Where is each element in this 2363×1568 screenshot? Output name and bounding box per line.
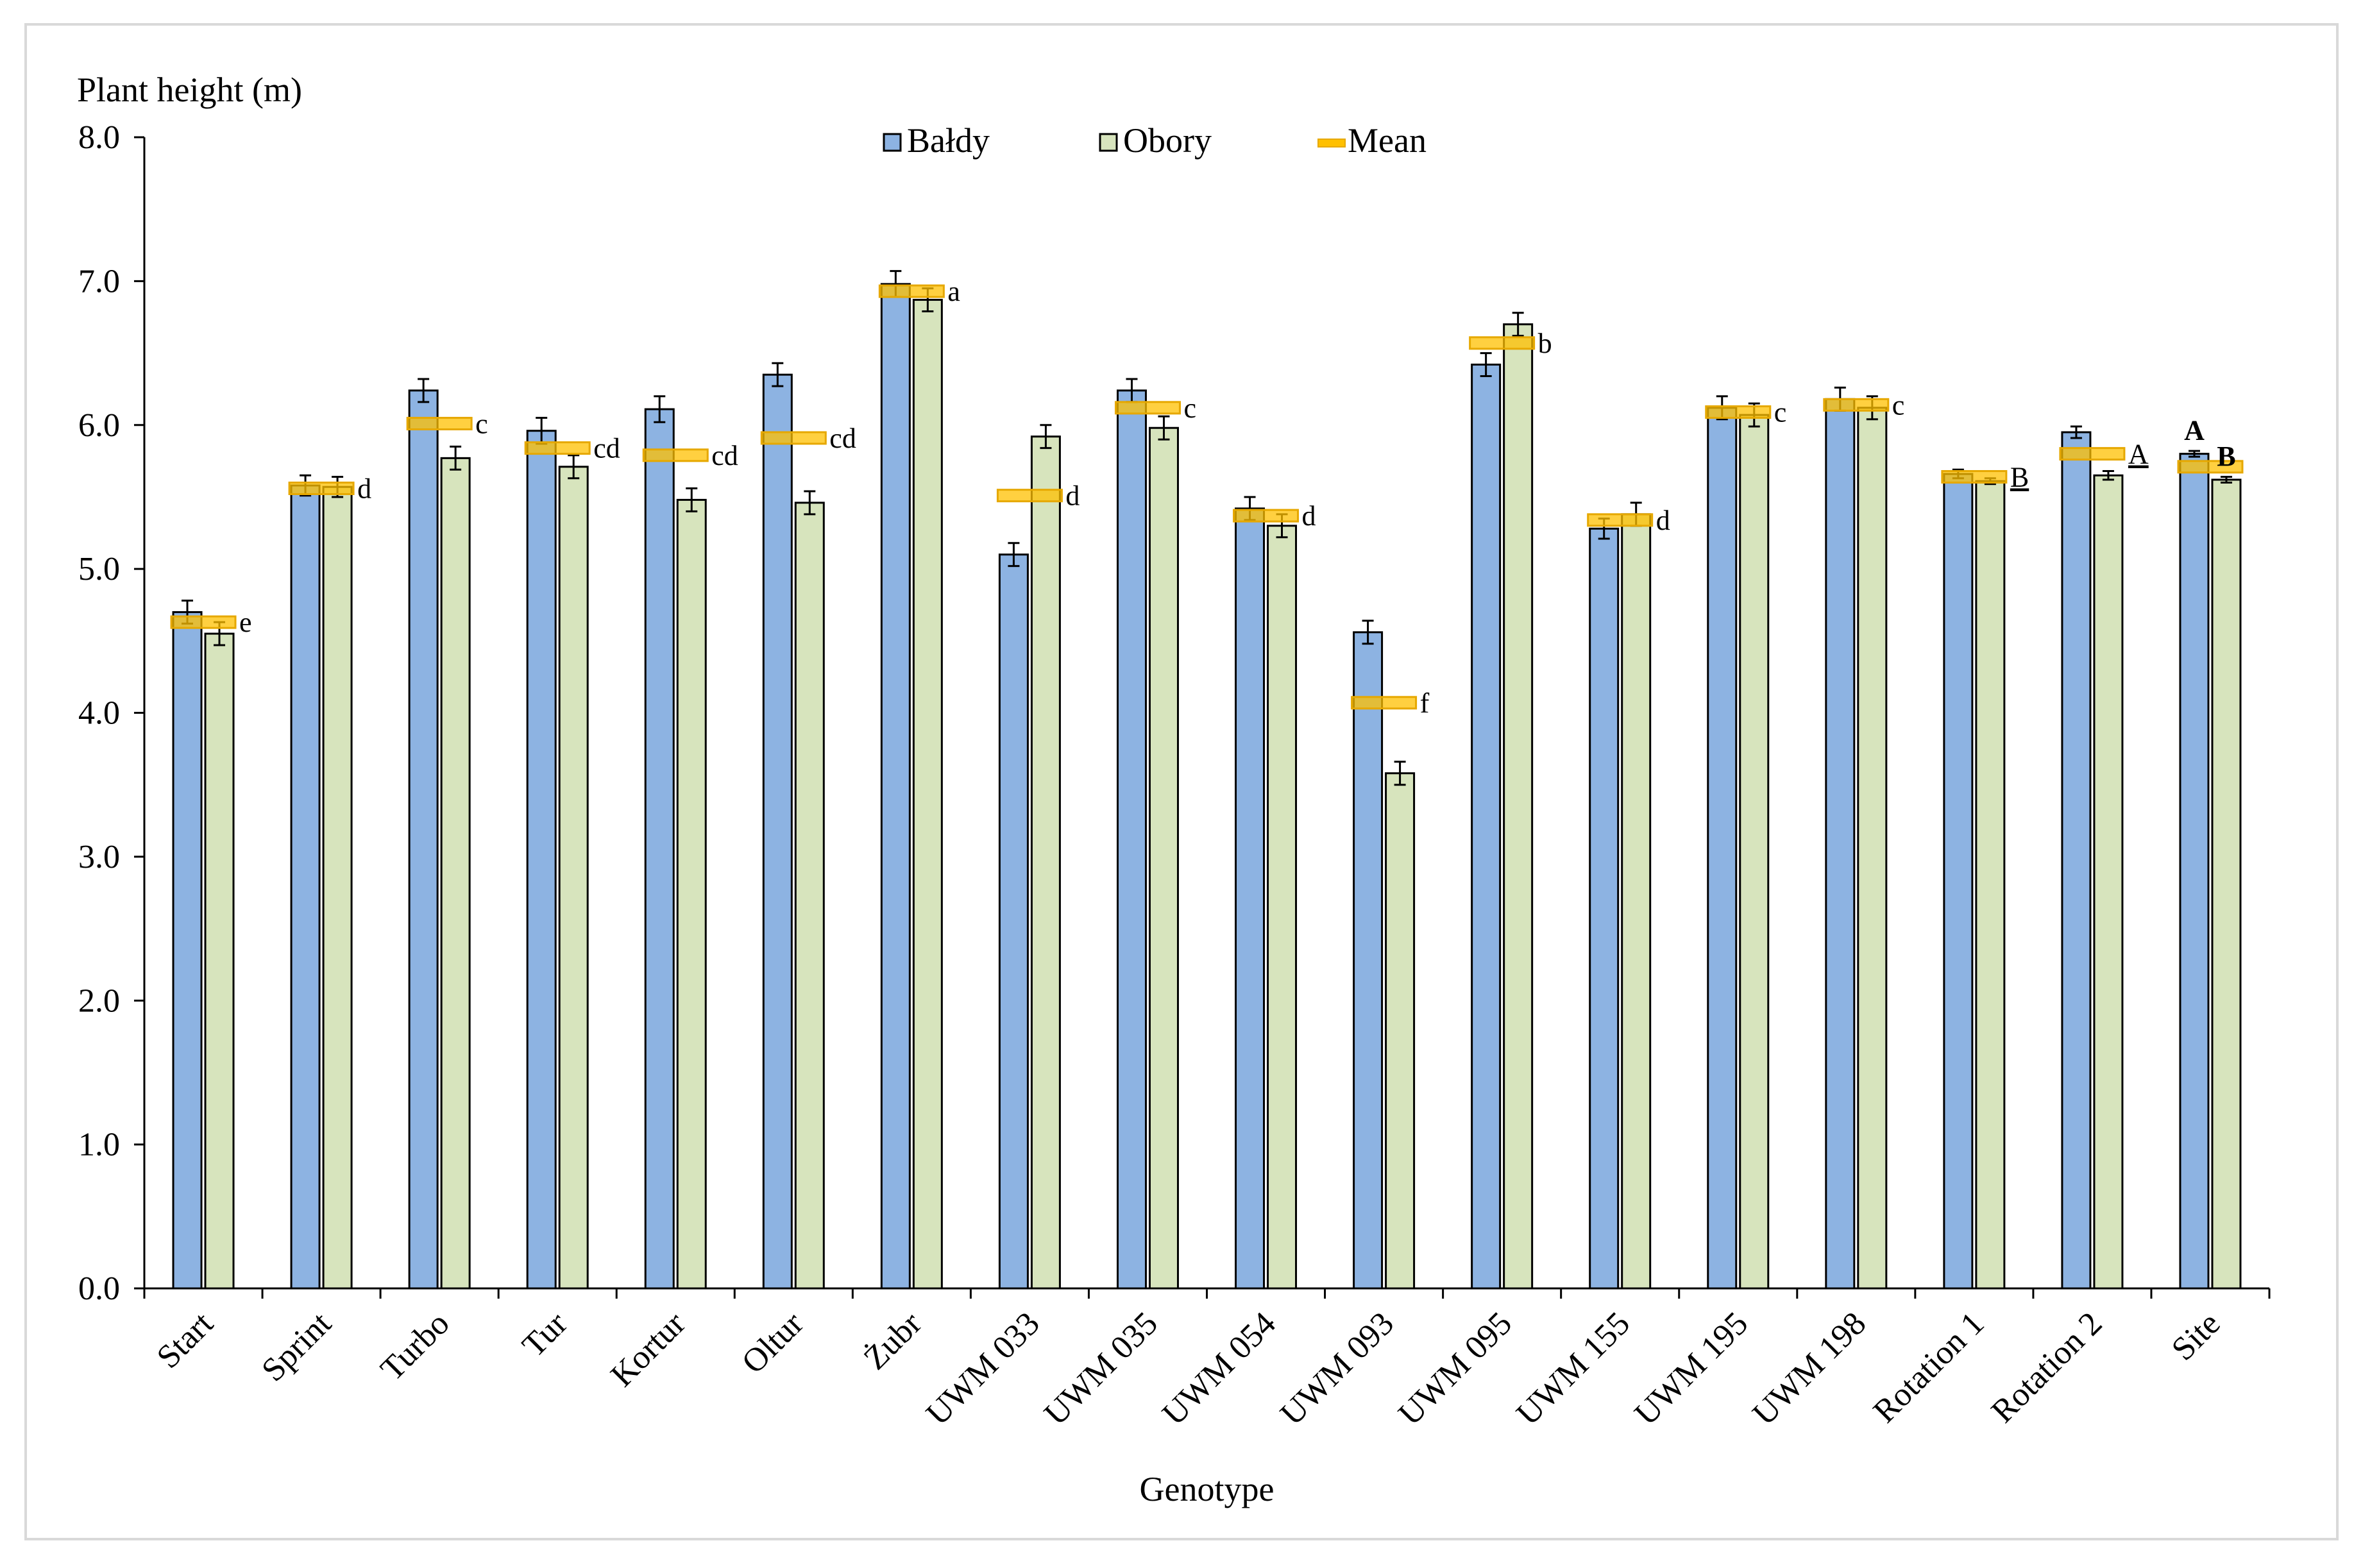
bar-baldy — [290, 484, 321, 1290]
site-letter: B — [2217, 441, 2235, 472]
bar-obory — [2093, 474, 2124, 1290]
bar-baldy — [172, 611, 203, 1290]
mean-marker — [642, 448, 709, 462]
site-letter: A — [2184, 415, 2205, 446]
significance-letter: cd — [711, 440, 738, 471]
mean-marker — [1587, 513, 1654, 527]
bar-obory — [1503, 323, 1534, 1290]
bar-obory — [1148, 426, 1179, 1290]
y-axis-title: Plant height (m) — [77, 71, 302, 109]
legend-swatch — [1317, 139, 1346, 148]
bar-baldy — [1589, 527, 1620, 1290]
mean-marker — [878, 284, 945, 298]
significance-letter: f — [1420, 687, 1430, 719]
significance-letter: d — [1302, 500, 1316, 532]
y-tick-label: 3.0 — [78, 839, 120, 875]
y-tick-label: 1.0 — [78, 1127, 120, 1163]
legend-swatch — [883, 133, 902, 152]
legend-label: Bałdy — [907, 121, 990, 160]
mean-marker — [406, 417, 473, 431]
x-axis-title: Genotype — [1140, 1470, 1275, 1508]
mean-marker — [170, 615, 237, 629]
bar-baldy — [2061, 431, 2092, 1290]
mean-marker — [2177, 460, 2244, 474]
y-tick-label: 0.0 — [78, 1270, 120, 1307]
bar-obory — [1739, 414, 1770, 1290]
bar-obory — [1975, 480, 2006, 1290]
mean-marker — [760, 431, 827, 445]
legend-swatch — [1099, 133, 1118, 152]
mean-marker — [2059, 447, 2126, 461]
bar-obory — [2211, 478, 2242, 1290]
bar-baldy — [526, 430, 557, 1290]
significance-letter: d — [357, 473, 371, 504]
mean-marker — [1114, 401, 1181, 415]
bar-baldy — [1943, 473, 1974, 1290]
bar-baldy — [2179, 453, 2210, 1290]
bar-baldy — [1825, 398, 1856, 1290]
significance-letter: d — [1065, 480, 1080, 512]
mean-marker — [524, 441, 591, 455]
bar-obory — [912, 299, 943, 1290]
bar-obory — [794, 502, 825, 1290]
significance-letter: A — [2128, 439, 2149, 470]
mean-marker — [996, 489, 1063, 503]
bar-baldy — [998, 553, 1029, 1290]
significance-letter: c — [475, 409, 488, 440]
bar-baldy — [644, 408, 675, 1290]
significance-letter: cd — [593, 433, 620, 464]
significance-letter: d — [1656, 505, 1670, 536]
bar-baldy — [1235, 507, 1266, 1290]
bar-baldy — [1471, 364, 1502, 1290]
significance-letter: c — [1183, 392, 1196, 424]
bar-obory — [676, 498, 707, 1290]
legend-item-baldy: Bałdy — [883, 121, 990, 160]
mean-marker — [1351, 696, 1418, 710]
legend-label: Obory — [1123, 121, 1212, 160]
bar-obory — [1621, 513, 1652, 1290]
bar-baldy — [1116, 389, 1147, 1290]
significance-letter: cd — [829, 423, 856, 454]
significance-letter: a — [947, 276, 960, 307]
significance-letter: c — [1774, 397, 1787, 428]
mean-marker — [288, 481, 355, 495]
bar-obory — [558, 466, 589, 1290]
significance-letter: c — [1892, 389, 1905, 421]
significance-letter: b — [1538, 328, 1552, 359]
bar-baldy — [1707, 407, 1738, 1290]
mean-marker — [1823, 398, 1890, 412]
significance-letter: e — [239, 607, 252, 638]
legend-item-mean: Mean — [1317, 121, 1427, 160]
bar-obory — [204, 632, 235, 1290]
bar-obory — [322, 485, 353, 1290]
mean-marker — [1233, 509, 1300, 523]
bar-baldy — [762, 373, 793, 1290]
legend-item-obory: Obory — [1099, 121, 1212, 160]
mean-marker — [1941, 470, 2008, 484]
bar-obory — [1857, 407, 1888, 1290]
legend-label: Mean — [1348, 121, 1427, 160]
y-tick-label: 5.0 — [78, 551, 120, 587]
bar-obory — [1267, 525, 1298, 1290]
y-tick-label: 7.0 — [78, 263, 120, 299]
bar-obory — [1385, 772, 1416, 1290]
significance-letter: B — [2010, 462, 2029, 493]
y-tick-label: 4.0 — [78, 695, 120, 732]
bar-baldy — [1353, 631, 1384, 1290]
bar-baldy — [880, 283, 911, 1290]
bar-obory — [440, 457, 471, 1290]
y-tick-label: 2.0 — [78, 982, 120, 1019]
y-tick-label: 6.0 — [78, 407, 120, 444]
mean-marker — [1705, 405, 1772, 419]
bar-baldy — [408, 389, 439, 1290]
mean-marker — [1469, 336, 1536, 350]
bar-obory — [1030, 435, 1061, 1290]
y-tick-label: 8.0 — [78, 119, 120, 156]
